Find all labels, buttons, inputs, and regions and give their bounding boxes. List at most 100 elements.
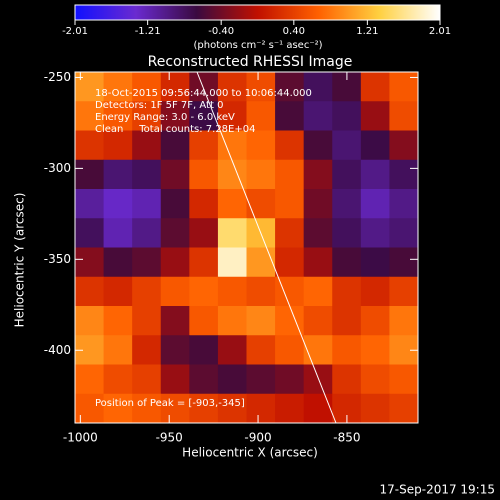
cell [160, 306, 190, 336]
cell [132, 247, 162, 278]
x-tick-label: -1000 [63, 431, 98, 445]
cell [360, 364, 390, 395]
footer: 17-Sep-2017 19:15 [380, 483, 495, 497]
cell [303, 189, 333, 219]
annotation: 18-Oct-2015 09:56:44.000 to 10:06:44.000 [95, 88, 312, 99]
cell [332, 247, 362, 278]
heatmap [75, 72, 419, 424]
cell [75, 101, 105, 131]
cell [217, 335, 247, 365]
colorbar-label: (photons cm⁻² s⁻¹ asec⁻²) [193, 40, 322, 51]
cell [189, 101, 219, 131]
cell [389, 218, 419, 248]
cell [160, 276, 190, 307]
cell [360, 393, 390, 424]
cell [389, 364, 419, 395]
cell [189, 393, 219, 424]
cell [132, 159, 162, 190]
cell [303, 335, 333, 365]
cell [332, 189, 362, 219]
cell [75, 159, 105, 190]
cell [389, 276, 419, 307]
cell [246, 72, 276, 102]
cell [303, 72, 333, 102]
cell [303, 159, 333, 190]
cell [275, 159, 305, 190]
cell [389, 306, 419, 336]
cell [360, 72, 390, 102]
cell [275, 72, 305, 102]
cell [75, 218, 105, 248]
cell [75, 189, 105, 219]
cell [75, 306, 105, 336]
cell [132, 335, 162, 365]
cell [389, 130, 419, 161]
cell [189, 306, 219, 336]
y-axis-label: Heliocentric Y (arcsec) [13, 193, 27, 328]
plot-frame [74, 71, 419, 424]
cell [103, 218, 133, 248]
annotation: Detectors: 1F 5F 7F, Att 0 [95, 100, 223, 111]
cell [103, 335, 133, 365]
cell [275, 393, 305, 424]
y-tick-label: -300 [44, 161, 71, 175]
cell [217, 159, 247, 190]
cell [103, 189, 133, 219]
cell [389, 247, 419, 278]
y-tick-label: -350 [44, 252, 71, 266]
cell [246, 335, 276, 365]
annotation: Energy Range: 3.0 - 6.0 keV [95, 112, 235, 123]
cell [246, 364, 276, 395]
cell [217, 130, 247, 161]
cell [189, 72, 219, 102]
cell [217, 247, 247, 278]
cell [389, 393, 419, 424]
cell [360, 218, 390, 248]
cell [189, 364, 219, 395]
cell [275, 189, 305, 219]
cell [389, 101, 419, 131]
cell [189, 189, 219, 219]
cell [160, 247, 190, 278]
y-tick-label: -250 [44, 70, 71, 84]
cell [160, 101, 190, 131]
cell [303, 276, 333, 307]
cell [103, 247, 133, 278]
cell [360, 101, 390, 131]
annotation: Clean Total counts: 7.28E+04 [95, 124, 255, 135]
cell [360, 159, 390, 190]
cell [246, 247, 276, 278]
cell [189, 130, 219, 161]
cell [75, 276, 105, 307]
cell [332, 335, 362, 365]
cell [275, 335, 305, 365]
cell [160, 72, 190, 102]
cell [160, 189, 190, 219]
x-tick-label: -950 [156, 431, 183, 445]
cell [189, 159, 219, 190]
cell [217, 276, 247, 307]
cell [160, 218, 190, 248]
cell [189, 335, 219, 365]
cell [189, 218, 219, 248]
colorbar-tick-label: -2.01 [62, 26, 88, 37]
x-tick-label: -900 [244, 431, 271, 445]
solar-limb [196, 71, 337, 424]
cell [275, 130, 305, 161]
cell [389, 72, 419, 102]
cell [360, 130, 390, 161]
cell [360, 306, 390, 336]
cell [303, 306, 333, 336]
cell [132, 101, 162, 131]
cell [246, 130, 276, 161]
cell [103, 364, 133, 395]
cell [217, 393, 247, 424]
x-axis-label: Heliocentric X (arcsec) [182, 446, 318, 460]
cell [189, 247, 219, 278]
cell [132, 364, 162, 395]
colorbar-tick-label: 1.21 [356, 26, 378, 37]
chart-title: Reconstructed RHESSI Image [148, 54, 353, 70]
cell [246, 101, 276, 131]
cell [332, 364, 362, 395]
